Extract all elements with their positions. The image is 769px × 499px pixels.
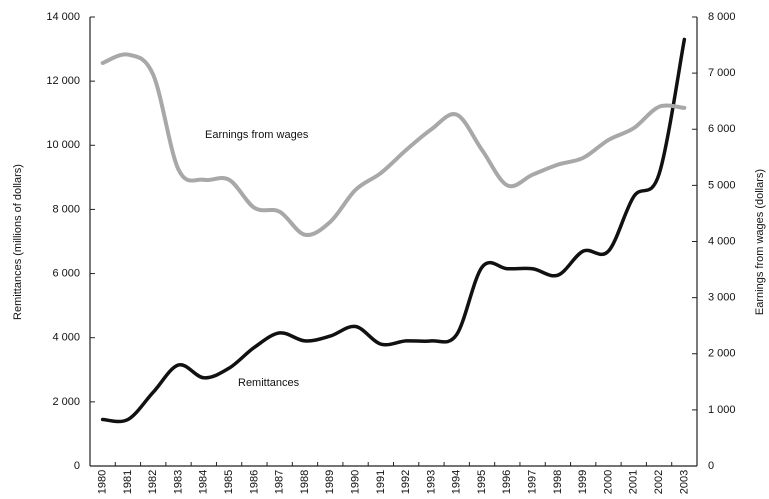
x-tick-label: 1981 [122, 470, 134, 494]
x-tick-label: 1997 [527, 470, 539, 494]
y2-tick-label: 5 000 [708, 179, 736, 191]
y2-tick-label: 2 000 [708, 348, 736, 360]
x-tick-label: 1988 [299, 470, 311, 494]
x-tick-label: 1987 [274, 470, 286, 494]
x-tick-label: 2002 [653, 470, 665, 494]
x-tick-label: 1999 [577, 470, 589, 494]
y2-tick-label: 8 000 [708, 11, 736, 23]
x-tick-label: 1989 [324, 470, 336, 494]
y-tick-label: 2 000 [52, 396, 80, 408]
y-tick-label: 8 000 [52, 203, 80, 215]
x-tick-label: 1980 [97, 470, 109, 494]
x-tick-label: 1993 [425, 470, 437, 494]
x-tick-label: 1996 [501, 470, 513, 494]
y-tick-label: 4 000 [52, 332, 80, 344]
x-tick-label: 1985 [223, 470, 235, 494]
x-tick-label: 1994 [451, 470, 463, 494]
y-tick-label: 0 [74, 460, 80, 472]
y-tick-label: 12 000 [46, 75, 80, 87]
x-tick-label: 1998 [552, 470, 564, 494]
y2-tick-label: 1 000 [708, 404, 736, 416]
y-axis-label: Remittances (millions of dollars) [12, 164, 24, 320]
y2-tick-label: 6 000 [708, 123, 736, 135]
x-tick-label: 1992 [400, 470, 412, 494]
x-tick-label: 1983 [172, 470, 184, 494]
y2-axis-label: Earnings from wages (dollars) [754, 169, 766, 315]
x-tick-label: 1982 [147, 470, 159, 494]
x-tick-label: 1991 [375, 470, 387, 494]
y-tick-label: 10 000 [46, 139, 80, 151]
y2-tick-label: 7 000 [708, 67, 736, 79]
y2-tick-label: 0 [708, 460, 714, 472]
series-line [100, 52, 687, 237]
y-tick-label: 14 000 [46, 11, 80, 23]
x-tick-label: 1984 [198, 470, 210, 494]
x-tick-label: 2001 [628, 470, 640, 494]
y-tick-label: 6 000 [52, 267, 80, 279]
series-line [100, 37, 687, 424]
x-tick-label: 1986 [248, 470, 260, 494]
x-tick-label: 2003 [678, 470, 690, 494]
series-annotation: Earnings from wages [205, 129, 309, 141]
series-annotation: Remittances [238, 377, 300, 389]
y2-tick-label: 4 000 [708, 235, 736, 247]
x-tick-label: 2000 [602, 470, 614, 494]
x-tick-label: 1995 [476, 470, 488, 494]
x-tick-label: 1990 [349, 470, 361, 494]
y2-tick-label: 3 000 [708, 292, 736, 304]
